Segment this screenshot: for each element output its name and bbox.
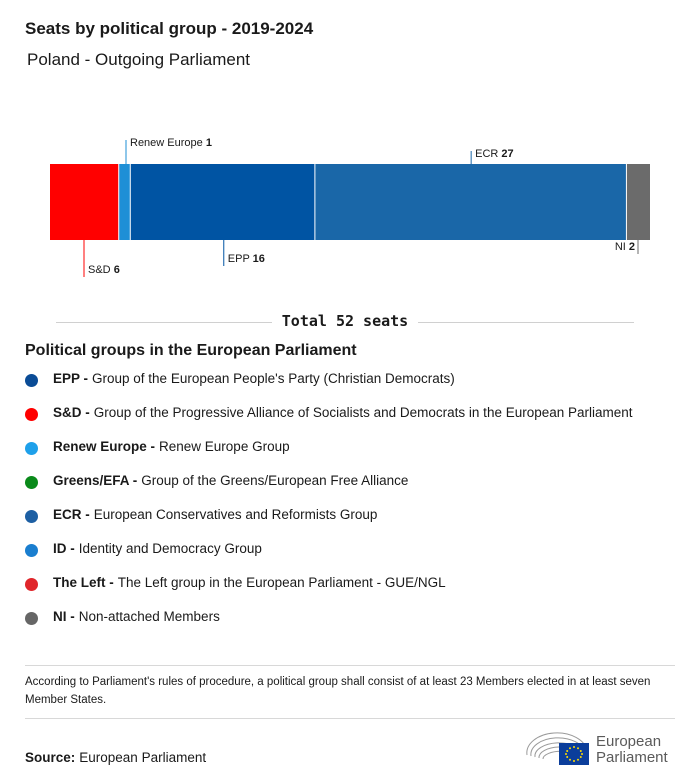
- legend-name: Renew Europe Group: [159, 439, 290, 454]
- segment-label-name: EPP: [228, 253, 253, 265]
- chart-title: Seats by political group - 2019-2024: [25, 19, 314, 38]
- logo-text-line1: European: [596, 733, 662, 750]
- segment-label: ECR 27: [475, 148, 514, 160]
- legend-name: Group of the Progressive Alliance of Soc…: [93, 405, 633, 420]
- segment-label-value: 1: [206, 137, 212, 149]
- legend-name: Non-attached Members: [78, 609, 220, 624]
- source-line: Source: European Parliament: [25, 750, 206, 765]
- logo-text-line2: Parliament: [596, 749, 668, 766]
- legend-abbr: EPP -: [53, 371, 89, 386]
- segment-label-value: 2: [629, 241, 635, 253]
- legend-name: European Conservatives and Reformists Gr…: [93, 507, 378, 522]
- bar-segment-epp: [130, 164, 315, 240]
- divider: [25, 718, 675, 719]
- segment-label-name: S&D: [88, 264, 114, 276]
- legend-item: S&D - Group of the Progressive Alliance o…: [25, 405, 633, 439]
- legend-dot-icon: [25, 544, 38, 557]
- legend-item: ID - Identity and Democracy Group: [25, 541, 633, 575]
- legend-dot-icon: [25, 510, 38, 523]
- bar-segment-ecr: [315, 164, 626, 240]
- legend-dot-icon: [25, 476, 38, 489]
- legend-item: EPP - Group of the European People's Part…: [25, 371, 633, 405]
- legend-dot-icon: [25, 374, 38, 387]
- segment-label-name: NI: [615, 241, 629, 253]
- legend-abbr: ID -: [53, 541, 75, 556]
- total-seats-label: Total 52 seats: [271, 312, 419, 330]
- legend-item: Renew Europe - Renew Europe Group: [25, 439, 633, 473]
- segment-label-name: Renew Europe: [130, 137, 206, 149]
- chart-subtitle: Poland - Outgoing Parliament: [27, 50, 251, 69]
- legend-abbr: ECR -: [53, 507, 90, 522]
- legend-dot-icon: [25, 578, 38, 591]
- legend-list: EPP - Group of the European People's Part…: [25, 371, 633, 643]
- legend-name: The Left group in the European Parliamen…: [117, 575, 446, 590]
- source-value: European Parliament: [79, 750, 207, 765]
- legend-item: NI - Non-attached Members: [25, 609, 633, 643]
- segment-label: NI 2: [615, 241, 635, 253]
- european-parliament-logo: European Parliament: [525, 729, 675, 769]
- bar-segment-renew-europe: [119, 164, 130, 240]
- legend-name: Group of the Greens/European Free Allian…: [141, 473, 409, 488]
- segment-label-value: 6: [114, 264, 120, 276]
- source-label: Source:: [25, 750, 76, 765]
- parliament-hemicycle-icon: [526, 732, 589, 765]
- legend-name: Group of the European People's Party (Ch…: [92, 371, 455, 386]
- footnote: According to Parliament's rules of proce…: [25, 676, 651, 706]
- legend-item: ECR - European Conservatives and Reformis…: [25, 507, 633, 541]
- legend-abbr: NI -: [53, 609, 75, 624]
- legend-item: Greens/EFA - Group of the Greens/European…: [25, 473, 633, 507]
- legend-item: The Left - The Left group in the European…: [25, 575, 633, 609]
- legend-abbr: Renew Europe -: [53, 439, 156, 454]
- divider: [25, 665, 675, 666]
- segment-label: S&D 6: [88, 264, 120, 276]
- bar-segment-ni: [626, 164, 650, 240]
- legend-abbr: The Left -: [53, 575, 114, 590]
- legend-abbr: S&D -: [53, 405, 90, 420]
- legend-dot-icon: [25, 408, 38, 421]
- legend-dot-icon: [25, 442, 38, 455]
- segment-label-value: 16: [253, 253, 265, 265]
- legend-name: Identity and Democracy Group: [78, 541, 262, 556]
- legend-abbr: Greens/EFA -: [53, 473, 138, 488]
- segment-label-value: 27: [501, 148, 513, 160]
- legend-title: Political groups in the European Parliam…: [25, 342, 357, 359]
- segment-label: EPP 16: [228, 253, 265, 265]
- segment-label-name: ECR: [475, 148, 501, 160]
- bar-segment-s-d: [50, 164, 119, 240]
- total-seats-row: Total 52 seats: [56, 312, 634, 332]
- legend-dot-icon: [25, 612, 38, 625]
- segment-label: Renew Europe 1: [130, 137, 212, 149]
